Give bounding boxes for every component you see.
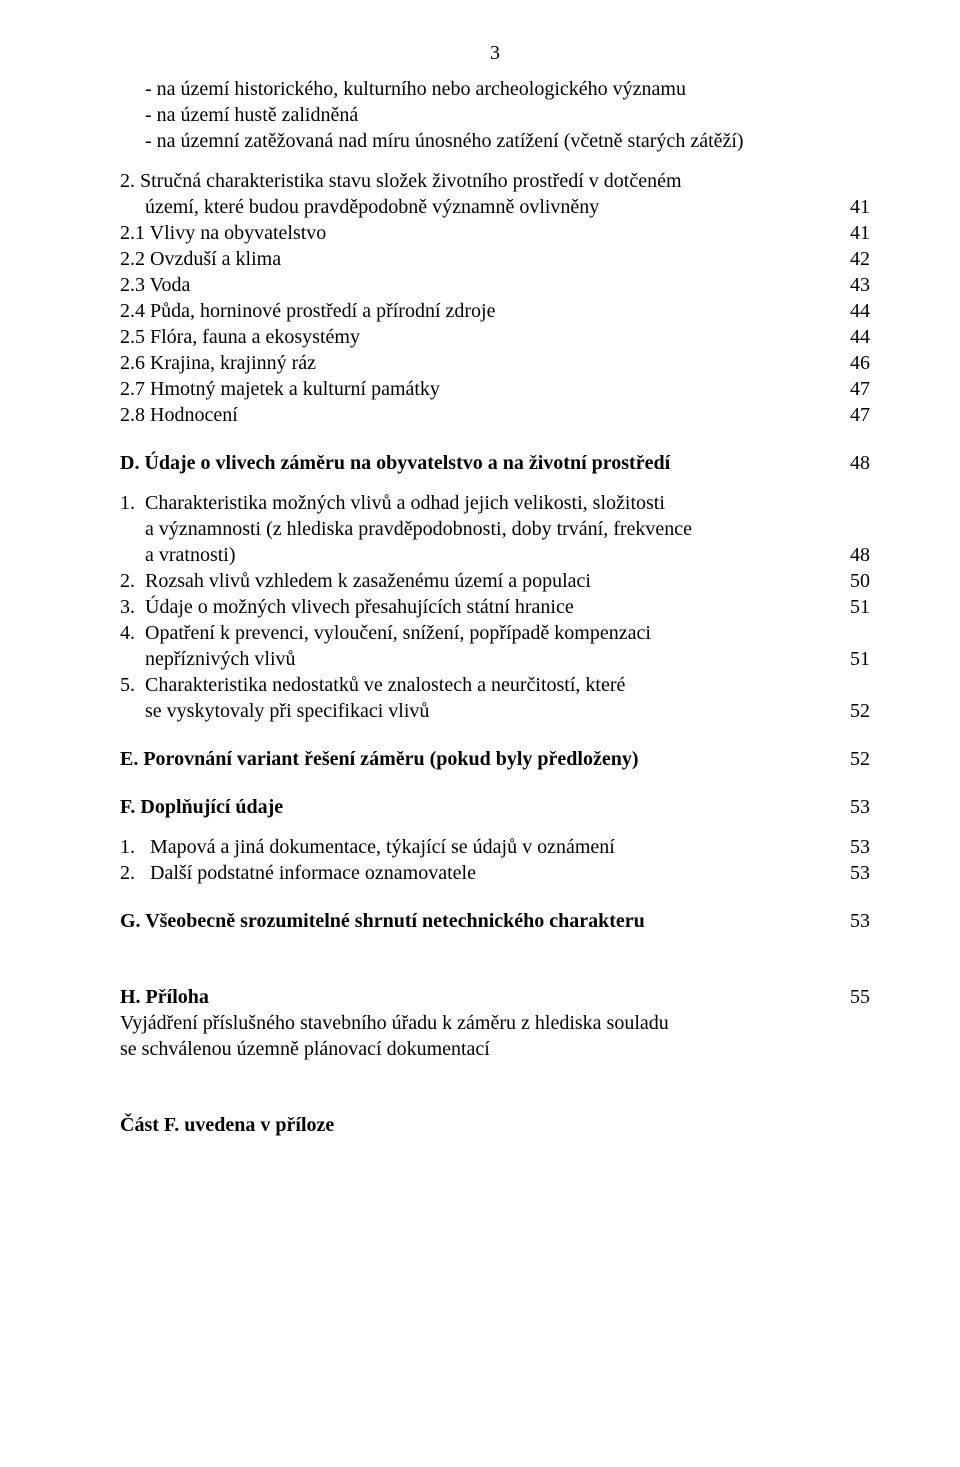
list-item: 2.8 Hodnocení47 [120,402,870,428]
list-item: 3.Údaje o možných vlivech přesahujících … [120,594,870,620]
page-ref: 44 [850,298,870,324]
document-page: 3 - na území historického, kulturního ne… [0,0,960,1467]
page-ref: 48 [850,450,870,476]
list-item: 5.Charakteristika nedostatků ve znaloste… [120,672,870,698]
item-text: 2.5 Flóra, fauna a ekosystémy [120,324,850,350]
item-text: 3.Údaje o možných vlivech přesahujících … [120,594,850,620]
item-text: 1.Mapová a jiná dokumentace, týkající se… [120,834,850,860]
page-ref: 53 [850,794,870,820]
item-text: 2.Další podstatné informace oznamovatele [120,860,850,886]
section-E: E. Porovnání variant řešení záměru (poku… [120,746,870,772]
section-2-lead: 2. Stručná charakteristika stavu složek … [120,168,870,194]
item-text: 2.6 Krajina, krajinný ráz [120,350,850,376]
page-ref: 50 [850,568,870,594]
section-D-title-row: D. Údaje o vlivech záměru na obyvatelstv… [120,450,870,476]
page-ref: 47 [850,402,870,428]
page-ref: 44 [850,324,870,350]
item-text: nepříznivých vlivů [120,646,850,672]
list-item: a vratnosti)48 [120,542,870,568]
item-text: - na území historického, kulturního nebo… [145,76,870,102]
page-ref: 53 [850,860,870,886]
section-title: G. Všeobecně srozumitelné shrnutí netech… [120,908,850,934]
page-ref: 52 [850,698,870,724]
section-F: F. Doplňující údaje 53 1.Mapová a jiná d… [120,794,870,886]
page-ref: 42 [850,246,870,272]
page-ref: 52 [850,746,870,772]
page-ref: 43 [850,272,870,298]
section-H-title-row: H. Příloha 55 [120,984,870,1010]
section-title: E. Porovnání variant řešení záměru (poku… [120,746,850,772]
list-item: - na území hustě zalidněná [120,102,870,128]
section-F-title-row: F. Doplňující údaje 53 [120,794,870,820]
page-ref: 41 [850,220,870,246]
section-H: H. Příloha 55 Vyjádření příslušného stav… [120,984,870,1062]
list-item: 2.3 Voda43 [120,272,870,298]
section-G: G. Všeobecně srozumitelné shrnutí netech… [120,908,870,934]
section-2: 2. Stručná charakteristika stavu složek … [120,168,870,428]
page-ref: 47 [850,376,870,402]
item-text: - na území hustě zalidněná [145,102,870,128]
list-item: 2.5 Flóra, fauna a ekosystémy44 [120,324,870,350]
list-item: - na územní zatěžovaná nad míru únosného… [120,128,870,154]
footer-note: Část F. uvedena v příloze [120,1112,870,1138]
list-item: se vyskytovaly při specifikaci vlivů52 [120,698,870,724]
item-text: 2.4 Půda, horninové prostředí a přírodní… [120,298,850,324]
item-text: 4.Opatření k prevenci, vyloučení, snížen… [120,620,870,646]
list-item: 2.Rozsah vlivů vzhledem k zasaženému úze… [120,568,870,594]
page-ref: 55 [850,984,870,1010]
page-number: 3 [120,40,870,66]
item-text: se vyskytovaly při specifikaci vlivů [120,698,850,724]
list-item: 2.Další podstatné informace oznamovatele… [120,860,870,886]
item-text: 2.Rozsah vlivů vzhledem k zasaženému úze… [120,568,850,594]
top-block: - na území historického, kulturního nebo… [120,76,870,154]
section-2-lead-cont: území, které budou pravděpodobně významn… [120,194,870,220]
page-ref: 53 [850,834,870,860]
list-item: 1.Mapová a jiná dokumentace, týkající se… [120,834,870,860]
section-H-tail: Vyjádření příslušného stavebního úřadu k… [120,1010,870,1036]
item-text: a vratnosti) [120,542,850,568]
section-title: D. Údaje o vlivech záměru na obyvatelstv… [120,450,850,476]
page-ref: 51 [850,594,870,620]
list-item: 2.1 Vlivy na obyvatelstvo41 [120,220,870,246]
list-item: nepříznivých vlivů51 [120,646,870,672]
item-text: území, které budou pravděpodobně významn… [120,194,850,220]
section-H-tail: se schválenou územně plánovací dokumenta… [120,1036,870,1062]
item-text: 2.8 Hodnocení [120,402,850,428]
list-item: 2.7 Hmotný majetek a kulturní památky47 [120,376,870,402]
section-title: H. Příloha [120,984,850,1010]
list-item: 2.2 Ovzduší a klima42 [120,246,870,272]
list-item: 4.Opatření k prevenci, vyloučení, snížen… [120,620,870,646]
list-item: a významnosti (z hlediska pravděpodobnos… [120,516,870,542]
item-text: 2.1 Vlivy na obyvatelstvo [120,220,850,246]
section-title: F. Doplňující údaje [120,794,850,820]
page-ref: 46 [850,350,870,376]
footer-text: Část F. uvedena v příloze [120,1114,334,1136]
page-ref: 41 [850,194,870,220]
item-text: 2.2 Ovzduší a klima [120,246,850,272]
page-ref: 48 [850,542,870,568]
page-ref: 53 [850,908,870,934]
list-item: 1.Charakteristika možných vlivů a odhad … [120,490,870,516]
section-D: D. Údaje o vlivech záměru na obyvatelstv… [120,450,870,724]
list-item: 2.6 Krajina, krajinný ráz46 [120,350,870,376]
list-item: - na území historického, kulturního nebo… [120,76,870,102]
item-text: 2.3 Voda [120,272,850,298]
item-text: - na územní zatěžovaná nad míru únosného… [145,128,870,154]
item-text: 5.Charakteristika nedostatků ve znaloste… [120,672,870,698]
page-ref: 51 [850,646,870,672]
item-text: 1.Charakteristika možných vlivů a odhad … [120,490,870,516]
list-item: 2.4 Půda, horninové prostředí a přírodní… [120,298,870,324]
item-text: a významnosti (z hlediska pravděpodobnos… [120,516,870,542]
item-text: 2.7 Hmotný majetek a kulturní památky [120,376,850,402]
